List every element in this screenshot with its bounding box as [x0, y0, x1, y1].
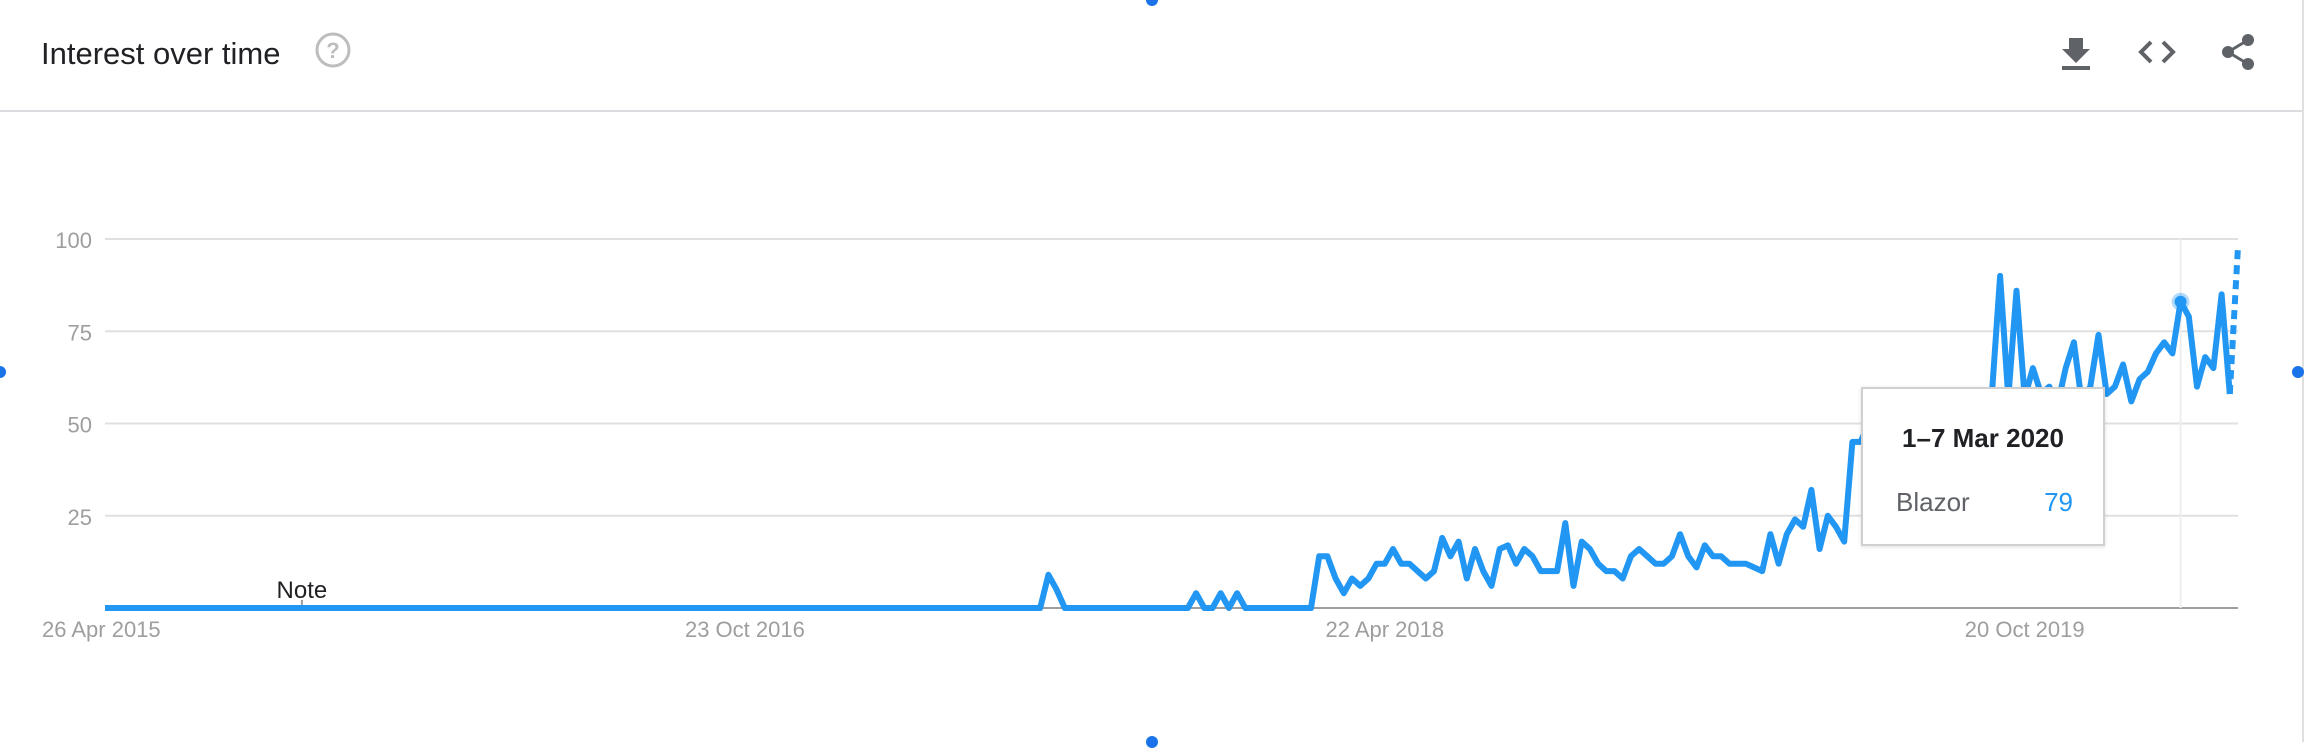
x-tick-label: 20 Oct 2019 — [1965, 617, 2085, 642]
card-title: Interest over time — [41, 36, 281, 71]
share-icon[interactable] — [2214, 28, 2262, 76]
y-tick-label: 100 — [55, 228, 92, 253]
resize-handle-right[interactable] — [2292, 366, 2304, 378]
svg-text:?: ? — [326, 38, 339, 63]
resize-handle-left[interactable] — [0, 366, 6, 378]
download-icon[interactable] — [2052, 28, 2100, 76]
resize-handle-top[interactable] — [1146, 0, 1158, 6]
y-tick-label: 75 — [68, 320, 92, 345]
embed-code-icon[interactable] — [2133, 28, 2181, 76]
tooltip-value: 79 — [2044, 487, 2073, 517]
help-icon[interactable]: ? — [315, 32, 351, 68]
x-tick-label: 23 Oct 2016 — [685, 617, 805, 642]
y-tick-label: 50 — [68, 413, 92, 438]
tooltip-series-name: Blazor — [1896, 487, 1970, 517]
chart-tooltip: 1–7 Mar 2020 Blazor 79 — [1861, 387, 2105, 546]
tooltip-date: 1–7 Mar 2020 — [1902, 423, 2064, 453]
card-header: Interest over time ? — [0, 0, 2302, 112]
note-annotation: Note — [277, 577, 328, 604]
x-tick-label: 26 Apr 2015 — [42, 617, 161, 642]
series-line-blazor-partial — [2226, 246, 2241, 395]
y-tick-label: 25 — [68, 505, 92, 530]
x-tick-label: 22 Apr 2018 — [1325, 617, 1444, 642]
highlight-point — [2174, 295, 2187, 308]
resize-handle-bottom[interactable] — [1146, 736, 1158, 748]
